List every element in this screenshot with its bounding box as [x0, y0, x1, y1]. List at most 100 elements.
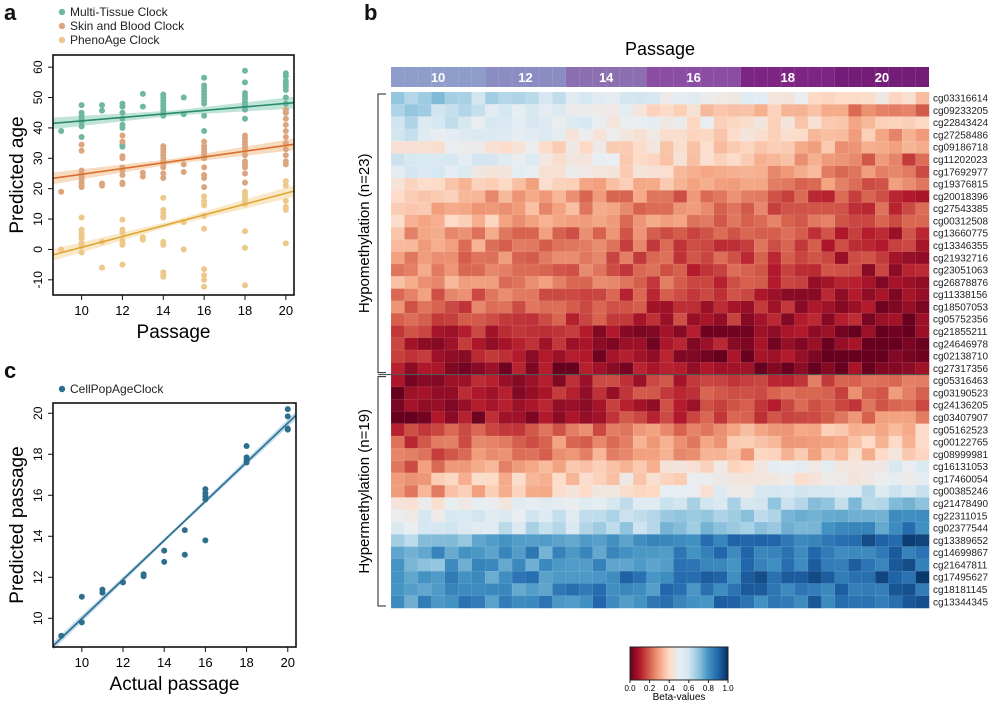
heatmap-cell — [431, 116, 446, 130]
heatmap-cell — [713, 153, 728, 167]
heatmap-cell — [471, 558, 486, 572]
heatmap-cell — [875, 325, 890, 339]
heatmap-cell — [848, 325, 863, 339]
heatmap-cell — [471, 153, 486, 167]
heatmap-cell — [417, 300, 432, 314]
heatmap-cell — [807, 534, 822, 548]
heatmap-cell — [848, 398, 863, 412]
heatmap-cell — [807, 423, 822, 437]
heatmap-cell — [390, 460, 405, 474]
heatmap-cell — [901, 153, 917, 167]
heatmap-cell — [606, 128, 621, 142]
heatmap-cell — [686, 386, 701, 400]
y-tick-label: 60 — [31, 60, 45, 74]
heatmap-cell — [767, 497, 782, 511]
heatmap-cell — [659, 460, 674, 474]
heatmap-cell — [753, 251, 769, 265]
heatmap-cell — [753, 214, 769, 228]
heatmap-cell — [794, 558, 809, 572]
heatmap-cell — [767, 276, 782, 290]
x-tick-label: 18 — [239, 655, 253, 670]
heatmap-cell — [807, 116, 822, 130]
data-point — [119, 138, 126, 145]
heatmap-cell — [511, 484, 526, 498]
heatmap-cell — [592, 435, 607, 449]
heatmap-cell — [390, 226, 405, 240]
heatmap-cell — [875, 239, 890, 253]
heatmap-cell — [565, 214, 580, 228]
heatmap-cell — [404, 583, 419, 597]
heatmap-cell — [794, 140, 809, 154]
heatmap-cell — [592, 484, 607, 498]
heatmap-cell — [875, 226, 890, 240]
heatmap-cell — [659, 497, 674, 511]
heatmap-cell — [417, 140, 432, 154]
heatmap-cell — [417, 497, 432, 511]
colorbar-tick-label: 0.2 — [644, 684, 656, 693]
heatmap-cell — [834, 386, 849, 400]
heatmap-cell — [686, 251, 701, 265]
heatmap-cell — [632, 509, 648, 523]
heatmap-cell — [875, 177, 890, 191]
heatmap-cell — [700, 472, 715, 486]
heatmap-cell — [606, 570, 621, 584]
heatmap-cell — [646, 91, 661, 105]
heatmap-cell — [404, 91, 419, 105]
probe-label: cg17495627 — [933, 573, 988, 584]
heatmap-cell — [821, 411, 836, 425]
heatmap-cell — [552, 497, 567, 511]
heatmap-cell — [740, 398, 755, 412]
probe-label: cg03190523 — [933, 388, 988, 399]
data-point — [160, 175, 167, 182]
heatmap-cell — [511, 91, 526, 105]
heatmap-cell — [552, 91, 567, 105]
heatmap-cell — [592, 509, 607, 523]
heatmap-cell — [619, 521, 634, 535]
heatmap-cell — [740, 595, 755, 609]
heatmap-cell — [659, 362, 674, 376]
heatmap-cell — [471, 484, 486, 498]
probe-label: cg13660775 — [933, 229, 988, 240]
heatmap-cell — [538, 177, 553, 191]
heatmap-cell — [848, 300, 863, 314]
heatmap-cell — [646, 534, 661, 548]
data-point — [78, 141, 85, 148]
heatmap-cell — [659, 349, 674, 363]
heatmap-cell — [525, 534, 540, 548]
data-point — [202, 486, 209, 493]
heatmap-cell — [471, 104, 486, 118]
heatmap-cell — [659, 570, 674, 584]
heatmap-cell — [632, 583, 648, 597]
heatmap-cell — [673, 153, 688, 167]
heatmap-cell — [659, 116, 674, 130]
heatmap-cell — [673, 251, 688, 265]
heatmap-cell — [404, 214, 419, 228]
heatmap-cell — [713, 435, 728, 449]
heatmap-cell — [471, 423, 486, 437]
heatmap-cell — [673, 337, 688, 351]
data-point — [201, 266, 208, 273]
heatmap-cell — [686, 411, 701, 425]
heatmap-cell — [619, 448, 634, 462]
heatmap-cell — [888, 423, 903, 437]
heatmap-cell — [834, 312, 849, 326]
heatmap-cell — [592, 460, 607, 474]
heatmap-cell — [861, 263, 876, 277]
heatmap-cell — [821, 398, 836, 412]
heatmap-cell — [484, 423, 500, 437]
probe-label: cg00312508 — [933, 216, 988, 227]
heatmap-cell — [888, 300, 903, 314]
heatmap-cell — [686, 362, 701, 376]
heatmap-cell — [404, 472, 419, 486]
heatmap-cell — [444, 214, 459, 228]
heatmap-cell — [390, 104, 405, 118]
heatmap-cell — [417, 239, 432, 253]
heatmap-cell — [901, 362, 917, 376]
heatmap-cell — [780, 312, 795, 326]
data-point — [78, 134, 85, 141]
heatmap-cell — [740, 239, 755, 253]
heatmap-cell — [458, 583, 473, 597]
heatmap-cell — [552, 276, 567, 290]
heatmap-cell — [592, 116, 607, 130]
heatmap-cell — [646, 165, 661, 179]
